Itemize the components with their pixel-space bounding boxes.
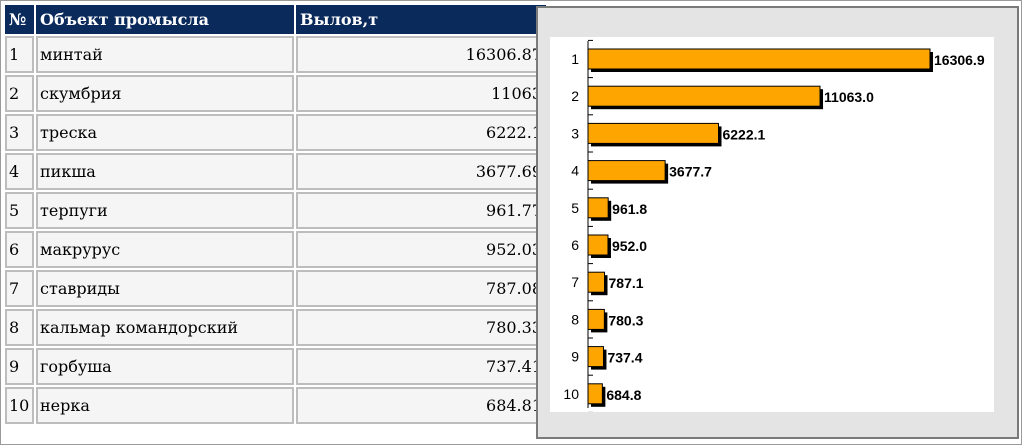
bar-value-label: 961.8 — [612, 201, 647, 217]
table-row: 9 горбуша 737.41 — [5, 348, 546, 385]
table-row: 3 треска 6222.1 — [5, 114, 546, 151]
catch-value-cell: 3677.69 — [296, 153, 546, 190]
catch-value-cell: 16306.87 — [296, 36, 546, 73]
catch-value-cell: 684.81 — [296, 387, 546, 424]
bar — [587, 383, 603, 405]
bar-value-label: 11063.0 — [824, 89, 874, 105]
table-row: 4 пикша 3677.69 — [5, 153, 546, 190]
category-tick-label: 3 — [571, 125, 579, 141]
catch-value-cell: 780.33 — [296, 309, 546, 346]
catch-table: № Объект промысла Вылов,т 1 минтай 16306.8… — [3, 3, 548, 426]
bar-value-label: 3677.7 — [669, 164, 712, 180]
table-row: 6 макрурус 952.03 — [5, 231, 546, 268]
bar — [587, 85, 821, 107]
bar-value-label: 780.3 — [608, 312, 643, 328]
column-header-species: Объект промысла — [36, 5, 294, 34]
bar — [587, 48, 931, 70]
catch-value-cell: 961.77 — [296, 192, 546, 229]
table-row: 10 нерка 684.81 — [5, 387, 546, 424]
bar-value-label: 787.1 — [609, 275, 644, 291]
row-number-cell: 4 — [5, 153, 34, 190]
species-cell: макрурус — [36, 231, 294, 268]
catch-chart-plot-area: 1 16306.9 2 11063.0 3 6222.1 4 3677.7 5 961.8 6 952… — [550, 37, 994, 413]
bar — [587, 346, 604, 368]
bar-value-label: 16306.9 — [934, 52, 985, 68]
catch-bar-chart: 1 16306.9 2 11063.0 3 6222.1 4 3677.7 5 961.8 6 952… — [563, 39, 985, 413]
column-header-catch: Вылов,т — [296, 5, 546, 34]
species-cell: треска — [36, 114, 294, 151]
column-header-number: № — [5, 5, 34, 34]
row-number-cell: 2 — [5, 75, 34, 112]
row-number-cell: 8 — [5, 309, 34, 346]
category-tick-label: 2 — [571, 88, 579, 104]
bar-value-label: 6222.1 — [722, 126, 765, 142]
category-tick-label: 6 — [571, 237, 579, 253]
table-row: 2 скумбрия 11063 — [5, 75, 546, 112]
catch-value-cell: 6222.1 — [296, 114, 546, 151]
catch-chart-frame: 1 16306.9 2 11063.0 3 6222.1 4 3677.7 5 961.8 6 952… — [536, 6, 1019, 439]
species-cell: терпуги — [36, 192, 294, 229]
species-cell: минтай — [36, 36, 294, 73]
table-row: 5 терпуги 961.77 — [5, 192, 546, 229]
category-tick-label: 4 — [571, 163, 579, 179]
species-cell: ставриды — [36, 270, 294, 307]
bar-value-label: 684.8 — [606, 387, 641, 403]
category-tick-label: 8 — [571, 311, 579, 327]
catch-value-cell: 787.08 — [296, 270, 546, 307]
category-tick-label: 7 — [571, 274, 579, 290]
bar — [587, 122, 719, 144]
bar — [587, 197, 609, 219]
category-tick-label: 9 — [571, 349, 579, 365]
species-cell: горбуша — [36, 348, 294, 385]
table-row: 8 кальмар командорский 780.33 — [5, 309, 546, 346]
row-number-cell: 9 — [5, 348, 34, 385]
category-tick-label: 5 — [571, 200, 579, 216]
row-number-cell: 6 — [5, 231, 34, 268]
bar — [587, 308, 605, 330]
bar-value-label: 737.4 — [607, 350, 642, 366]
row-number-cell: 3 — [5, 114, 34, 151]
species-cell: пикша — [36, 153, 294, 190]
catch-value-cell: 11063 — [296, 75, 546, 112]
table-row: 7 ставриды 787.08 — [5, 270, 546, 307]
catch-value-cell: 737.41 — [296, 348, 546, 385]
species-cell: нерка — [36, 387, 294, 424]
row-number-cell: 5 — [5, 192, 34, 229]
bar — [587, 160, 666, 182]
table-header-row: № Объект промысла Вылов,т — [5, 5, 546, 34]
bar-value-label: 952.0 — [612, 238, 647, 254]
catch-value-cell: 952.03 — [296, 231, 546, 268]
category-tick-label: 1 — [571, 51, 579, 67]
table-row: 1 минтай 16306.87 — [5, 36, 546, 73]
row-number-cell: 10 — [5, 387, 34, 424]
category-tick-label: 10 — [563, 386, 579, 402]
species-cell: кальмар командорский — [36, 309, 294, 346]
bar — [587, 234, 609, 256]
bar — [587, 271, 606, 293]
row-number-cell: 7 — [5, 270, 34, 307]
species-cell: скумбрия — [36, 75, 294, 112]
row-number-cell: 1 — [5, 36, 34, 73]
